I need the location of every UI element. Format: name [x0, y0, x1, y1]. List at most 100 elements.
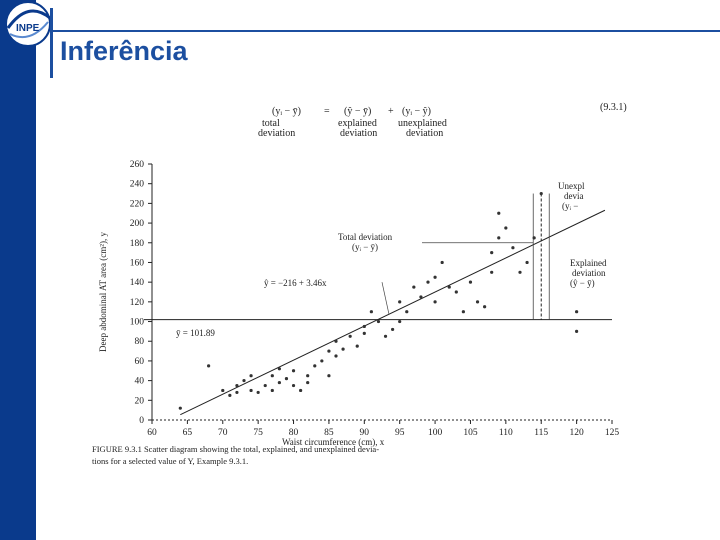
explained-label-3: (ŷ − ȳ) [570, 278, 595, 288]
data-point [518, 270, 522, 274]
y-tick-label: 40 [135, 377, 145, 387]
x-tick-label: 125 [605, 428, 620, 438]
data-point [277, 367, 281, 371]
data-point [313, 364, 317, 368]
y-tick-label: 100 [130, 318, 145, 328]
equation-lhs: (yᵢ − ȳ) [272, 106, 301, 117]
x-tick-label: 120 [569, 428, 584, 438]
equation-lhs-label-2: deviation [258, 128, 295, 139]
x-tick-label: 80 [289, 428, 299, 438]
equation-mid-label-1: explained [338, 118, 377, 129]
equation-mid-label-2: deviation [340, 128, 377, 139]
equation-mid: (ŷ − ȳ) [344, 106, 371, 117]
data-point [327, 374, 331, 378]
data-point [383, 334, 388, 338]
y-tick-label: 140 [130, 278, 145, 288]
y-tick-label: 260 [130, 160, 145, 170]
data-point [433, 275, 437, 279]
data-point [306, 380, 310, 385]
data-point [362, 331, 366, 335]
data-point [334, 354, 338, 358]
y-tick-label: 200 [130, 219, 145, 229]
equation-rhs-label-1: unexplained [398, 118, 447, 129]
data-point [291, 383, 296, 388]
figure-caption-2: tions for a selected value of Y, Example… [92, 456, 248, 466]
data-point [277, 380, 281, 385]
x-tick-label: 75 [253, 428, 263, 438]
data-point [468, 280, 473, 284]
x-tick-label: 85 [324, 428, 334, 438]
mean-label: ȳ = 101.89 [176, 328, 215, 338]
data-point [440, 260, 444, 265]
data-point [334, 339, 338, 343]
data-point [270, 374, 274, 378]
data-point [263, 383, 267, 388]
unexplained-label-3: (yᵢ − [562, 201, 578, 211]
y-tick-label: 20 [135, 396, 145, 406]
data-point [447, 285, 451, 289]
data-point [284, 377, 289, 381]
total-deviation-label-2: (yᵢ − ȳ) [352, 242, 378, 252]
data-point [490, 251, 494, 255]
sidebar-band [0, 0, 36, 540]
data-point [306, 374, 310, 378]
equation-equals: = [324, 106, 330, 117]
data-point [270, 388, 274, 393]
x-tick-label: 115 [534, 428, 548, 438]
title-accent-bar [50, 8, 53, 78]
data-point [475, 300, 480, 304]
data-point [207, 364, 211, 368]
data-point [412, 285, 416, 289]
data-point [291, 369, 296, 373]
data-point [341, 347, 345, 351]
data-point [398, 319, 402, 324]
scatter-chart: (yᵢ − ȳ) = (ŷ − ȳ) + (yᵢ − ŷ) (9.3.1) to… [92, 102, 627, 466]
total-deviation-label-1: Total deviation [338, 232, 393, 242]
data-point [327, 349, 331, 353]
data-point [525, 260, 529, 265]
equation-rhs-label-2: deviation [406, 128, 443, 139]
data-point [348, 334, 352, 338]
figure-caption-1: FIGURE 9.3.1 Scatter diagram showing the… [92, 444, 379, 454]
data-point [369, 310, 373, 314]
x-tick-label: 105 [463, 428, 478, 438]
x-axis-label: Waist circumference (cm), x [282, 437, 385, 447]
x-tick-label: 65 [183, 428, 193, 438]
x-tick-label: 100 [428, 428, 443, 438]
data-point [461, 310, 465, 314]
x-tick-label: 90 [360, 428, 370, 438]
equation-index: (9.3.1) [600, 102, 627, 113]
y-tick-label: 60 [135, 357, 145, 367]
page-title: Inferência [60, 36, 188, 66]
header-rule [53, 30, 720, 32]
data-point [532, 236, 536, 240]
data-point [249, 374, 253, 378]
y-axis-label: Deep abdominal AT area (cm²), y [98, 232, 108, 352]
data-point [433, 300, 437, 304]
regression-label: ŷ = −216 + 3.46x [264, 278, 327, 288]
equation-rhs: (yᵢ − ŷ) [402, 106, 431, 117]
data-point [256, 390, 260, 395]
data-point [320, 359, 324, 363]
unexplained-label-2: devia [564, 191, 584, 201]
data-point [575, 310, 579, 314]
data-point [299, 388, 303, 393]
data-point [398, 300, 402, 304]
data-point [490, 270, 494, 274]
data-point [228, 393, 232, 397]
y-tick-label: 120 [130, 298, 145, 308]
data-point [242, 379, 246, 383]
data-point [426, 280, 430, 284]
logo-text: INPE [16, 23, 40, 34]
data-point [376, 319, 381, 324]
y-tick-label: 80 [135, 337, 145, 347]
data-point [221, 388, 225, 393]
data-point [235, 390, 239, 395]
regression-line [180, 209, 606, 416]
data-point [405, 310, 409, 314]
data-point [235, 383, 239, 388]
y-tick-label: 180 [130, 239, 145, 249]
x-tick-label: 110 [499, 428, 513, 438]
equation-plus: + [388, 106, 394, 117]
x-tick-label: 60 [147, 428, 157, 438]
